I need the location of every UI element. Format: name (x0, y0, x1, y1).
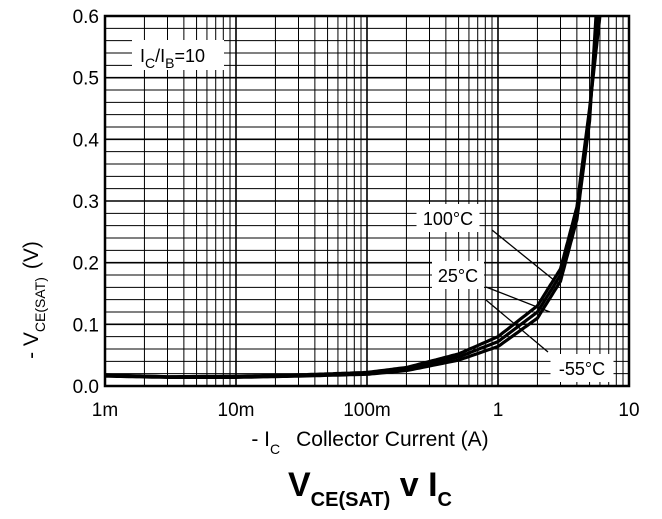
grid (105, 16, 629, 386)
y-tick-label: 0.4 (73, 130, 100, 151)
x-tick-label: 1 (493, 400, 504, 421)
series-label-box-0 (416, 204, 480, 232)
y-tick-label: 0.3 (73, 192, 99, 213)
y-tick-label: 0.5 (73, 69, 99, 90)
series-label-box-2 (550, 354, 614, 382)
plot-frame (103, 14, 631, 388)
y-tick-labels: 0.0 0.1 0.2 0.3 0.4 0.5 0.6 (73, 7, 100, 398)
series-labels: 100°C 25°C -55°C (416, 204, 614, 382)
y-tick-label: 0.0 (73, 377, 99, 398)
series-leader-1 (485, 286, 551, 313)
x-tick-label: 1m (92, 400, 118, 421)
series-label-box-1 (432, 261, 484, 289)
series-leader-0 (491, 229, 561, 286)
x-tick-label: 100m (343, 400, 391, 421)
x-tick-label: 10 (618, 400, 639, 421)
curves (104, 15, 602, 379)
series-line-2 (104, 15, 598, 379)
x-tick-labels: 1m 10m 100m 1 10 (92, 400, 640, 421)
series-label-0: 100°C (423, 209, 473, 229)
series-leader-2 (485, 299, 549, 353)
y-tick-label: 0.1 (73, 315, 99, 336)
condition-label: IC/IB=10 (140, 46, 205, 71)
y-tick-label: 0.2 (73, 254, 99, 275)
condition-box (132, 40, 224, 70)
y-tick-label: 0.6 (73, 7, 99, 28)
series-label-2: -55°C (559, 359, 605, 379)
x-axis-title: - IC Collector Current (A) (251, 428, 488, 457)
x-tick-label: 10m (218, 400, 255, 421)
y-axis-title: - VCE(SAT)(V) (20, 241, 48, 359)
series-label-1: 25°C (438, 266, 478, 286)
series-line-1 (104, 15, 600, 379)
chart-title: VCE(SAT) v IC (288, 466, 452, 511)
